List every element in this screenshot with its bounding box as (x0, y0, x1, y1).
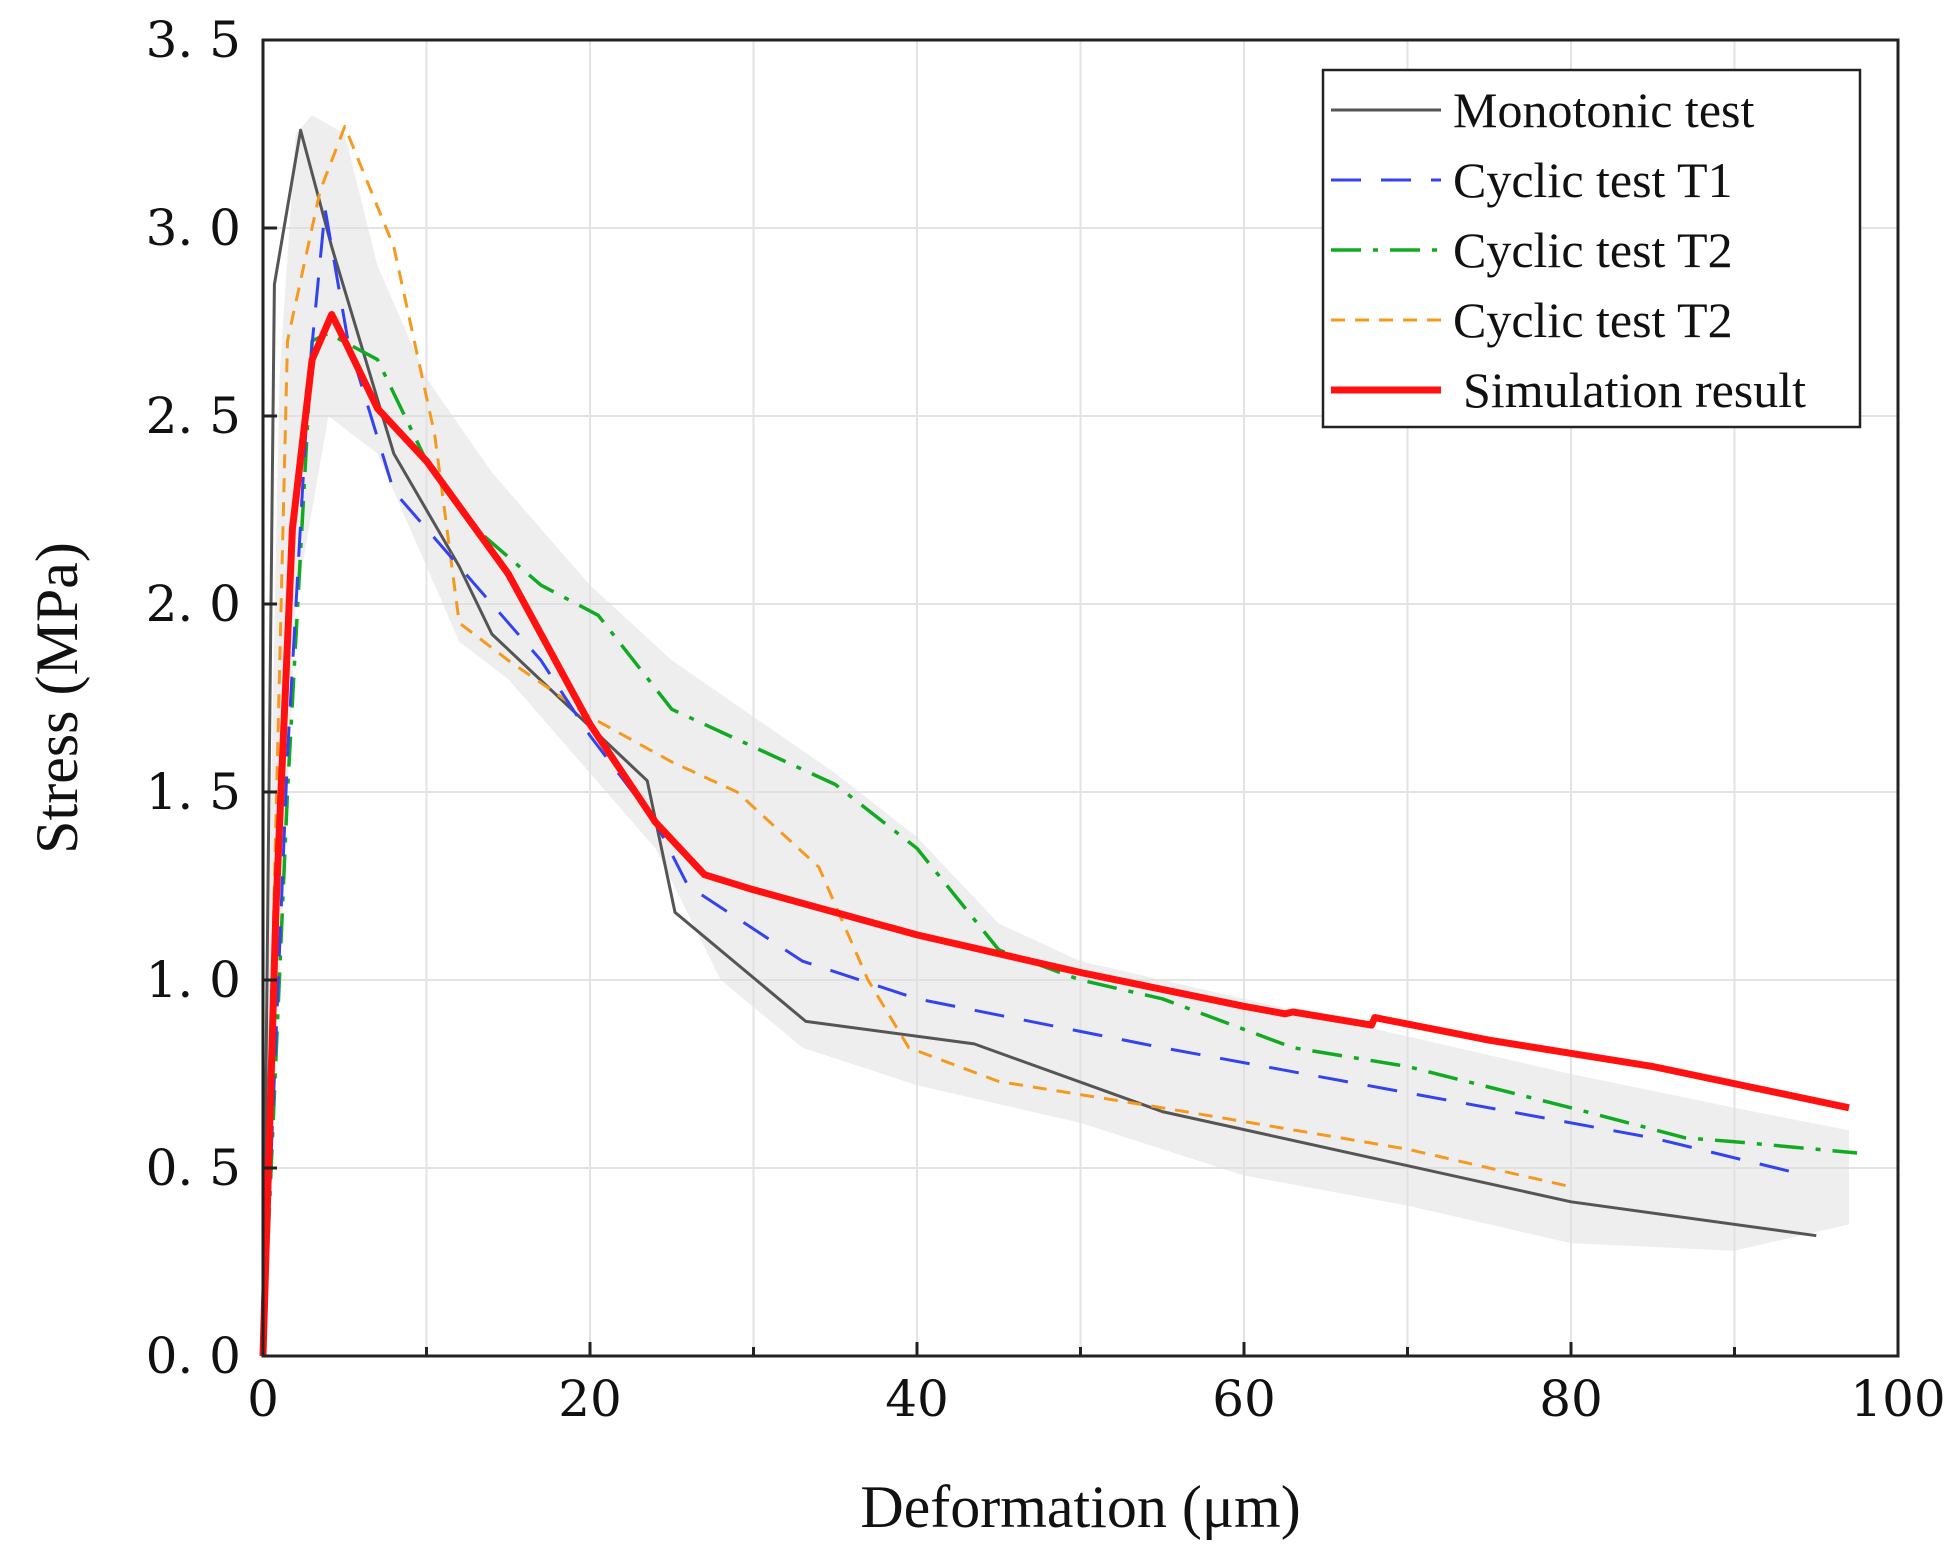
x-axis-title: Deformation (μm) (860, 1474, 1300, 1540)
scatter-band (263, 115, 1849, 1357)
series-line-cyclic-test-t2-3 (261, 125, 1572, 1357)
x-tick-label: 80 (1539, 1370, 1603, 1428)
legend-label-4: Simulation result (1463, 362, 1806, 418)
x-tick-label: 60 (1212, 1370, 1276, 1428)
series-group (259, 125, 1858, 1357)
y-tick-label: 0. 5 (146, 1139, 241, 1197)
series-line-cyclic-test-t2-2 (261, 331, 1858, 1357)
series-line-cyclic-test-t1-1 (261, 207, 1793, 1357)
series-line-monotonic-test-0 (261, 128, 1817, 1357)
axis-ticks (261, 38, 1900, 1358)
legend-label-2: Cyclic test T2 (1453, 222, 1733, 278)
legend-label-0: Monotonic test (1453, 82, 1754, 138)
y-tick-label: 2. 5 (146, 387, 241, 445)
legend: Monotonic test Cyclic test T1 Cyclic test … (1321, 68, 1862, 429)
y-tick-label: 3. 5 (146, 11, 241, 69)
legend-label-1: Cyclic test T1 (1453, 152, 1733, 208)
legend-label-3: Cyclic test T2 (1453, 292, 1733, 348)
series-line-simulation-result-4 (259, 311, 1850, 1357)
y-tick-label: 3. 0 (146, 199, 241, 257)
x-tick-label: 100 (1850, 1370, 1945, 1428)
y-tick-label: 1. 5 (146, 763, 241, 821)
y-axis-title: Stress (MPa) (24, 542, 90, 854)
x-tick-label: 20 (558, 1370, 622, 1428)
y-tick-labels: 0. 0 0. 5 1. 0 1. 5 2. 0 2. 5 3. 0 3. 5 (146, 11, 241, 1385)
x-tick-label: 40 (885, 1370, 949, 1428)
y-tick-label: 1. 0 (146, 951, 241, 1009)
x-tick-label: 0 (247, 1370, 279, 1428)
y-tick-label: 0. 0 (146, 1327, 241, 1385)
x-tick-labels: 0 20 40 60 80 100 (247, 1370, 1946, 1428)
y-tick-label: 2. 0 (146, 575, 241, 633)
